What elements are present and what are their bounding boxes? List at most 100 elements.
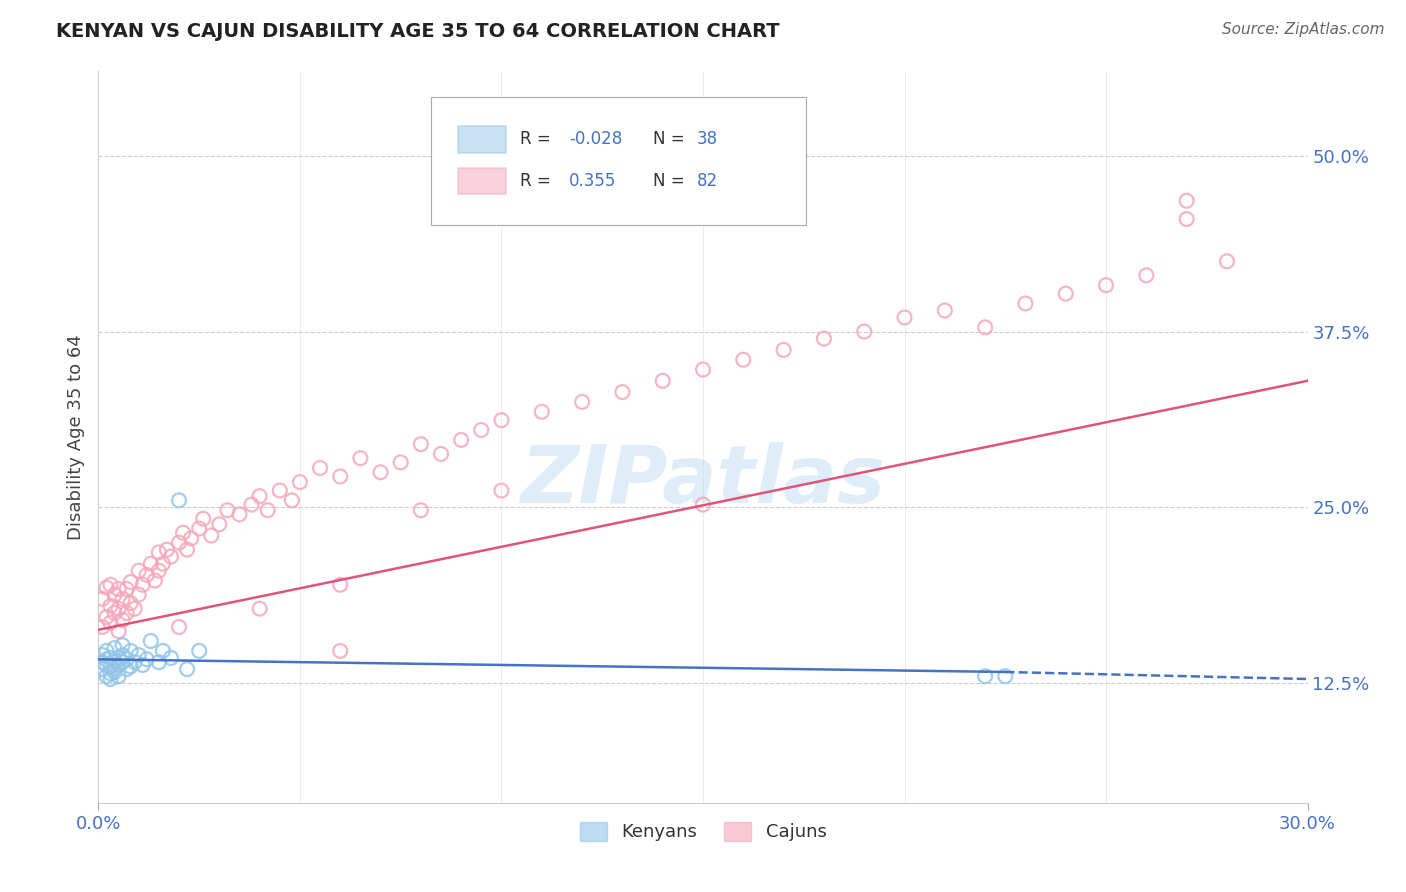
Point (128, 648, 150, 662)
Point (172, 525, 194, 540)
Point (143, 574, 166, 588)
Point (115, 662, 138, 676)
Point (152, 644, 174, 658)
Point (176, 542, 198, 557)
Point (120, 659, 142, 673)
Point (96, 652, 118, 666)
Point (491, 483, 513, 498)
Point (135, 652, 157, 666)
Point (249, 489, 271, 503)
Point (409, 503, 432, 517)
Point (329, 644, 352, 658)
Point (160, 651, 183, 665)
Point (281, 493, 304, 508)
Point (1054, 286, 1077, 301)
Point (103, 606, 125, 620)
Point (249, 601, 271, 615)
Point (128, 564, 150, 578)
FancyBboxPatch shape (432, 97, 806, 225)
Point (994, 669, 1017, 683)
Point (240, 498, 263, 512)
Point (91, 620, 114, 634)
Point (309, 461, 332, 475)
Point (111, 591, 134, 606)
Point (217, 503, 239, 517)
Point (651, 374, 673, 388)
Point (733, 352, 755, 367)
Point (91, 655, 114, 669)
Point (193, 511, 215, 525)
Point (934, 303, 956, 318)
Point (115, 582, 138, 596)
Point (491, 413, 513, 427)
Point (167, 535, 190, 549)
Point (103, 662, 125, 676)
Point (107, 651, 129, 665)
Point (450, 433, 472, 447)
Point (132, 578, 155, 592)
Text: Source: ZipAtlas.com: Source: ZipAtlas.com (1222, 22, 1385, 37)
Point (329, 578, 352, 592)
Point (188, 644, 211, 658)
Point (893, 310, 915, 325)
Point (115, 652, 138, 666)
Point (156, 542, 179, 557)
Point (120, 596, 142, 610)
FancyBboxPatch shape (457, 126, 506, 153)
FancyBboxPatch shape (457, 168, 506, 194)
Point (349, 451, 371, 466)
Point (135, 568, 157, 582)
Point (96, 610, 118, 624)
Point (160, 549, 183, 564)
Point (974, 669, 997, 683)
Point (91, 648, 114, 662)
Point (103, 641, 125, 656)
Point (124, 655, 146, 669)
Point (111, 613, 134, 627)
Point (974, 320, 997, 334)
Point (100, 599, 122, 613)
Point (103, 665, 125, 679)
Text: N =: N = (654, 130, 690, 148)
Text: ZIPatlas: ZIPatlas (520, 442, 886, 520)
Point (100, 615, 122, 630)
Point (430, 447, 453, 461)
Point (167, 620, 190, 634)
Point (853, 325, 876, 339)
Point (96, 657, 118, 672)
Point (200, 528, 222, 542)
Y-axis label: Disability Age 35 to 64: Disability Age 35 to 64 (66, 334, 84, 540)
Point (148, 545, 170, 559)
Point (107, 624, 129, 639)
Point (128, 588, 150, 602)
Point (1175, 194, 1198, 208)
Point (256, 503, 278, 517)
Point (100, 651, 122, 665)
Point (107, 657, 129, 672)
Point (148, 655, 170, 669)
Point (772, 343, 794, 357)
Text: R =: R = (520, 172, 557, 190)
Point (180, 532, 202, 546)
Point (120, 644, 142, 658)
Point (470, 423, 492, 437)
Point (139, 557, 162, 571)
Point (100, 666, 122, 681)
Point (530, 405, 553, 419)
Point (1014, 296, 1036, 310)
Text: -0.028: -0.028 (569, 130, 621, 148)
Point (111, 648, 134, 662)
Point (176, 662, 198, 676)
Text: 0.355: 0.355 (569, 172, 616, 190)
Point (208, 517, 231, 532)
Point (612, 385, 634, 400)
Point (269, 483, 291, 498)
Point (120, 574, 142, 589)
Point (571, 395, 593, 409)
Point (111, 638, 134, 652)
Point (152, 557, 174, 571)
Text: 82: 82 (697, 172, 718, 190)
Point (91, 591, 114, 606)
Point (96, 581, 118, 595)
Point (1175, 212, 1198, 227)
